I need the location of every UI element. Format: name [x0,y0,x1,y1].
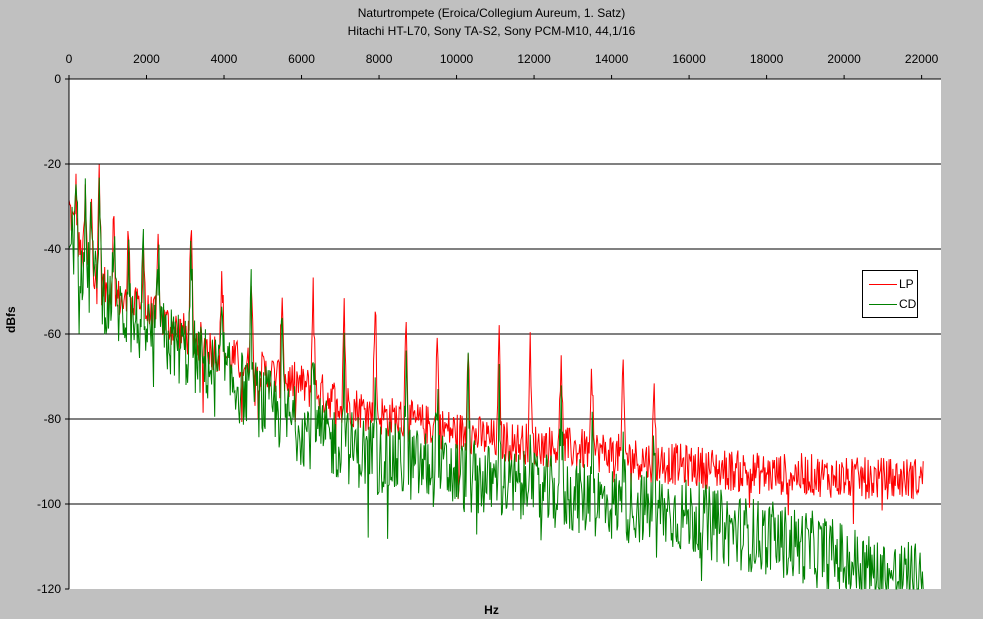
x-tick-label: 6000 [288,52,315,66]
y-tick-label: 0 [54,72,61,86]
legend: LP CD [862,270,918,318]
legend-swatch-lp [869,284,897,285]
y-tick-label: -20 [44,157,62,171]
y-tick-label: -40 [44,242,62,256]
x-tick-label: 4000 [211,52,238,66]
chart-subtitle: Hitachi HT-L70, Sony TA-S2, Sony PCM-M10… [347,24,636,38]
x-tick-label: 22000 [905,52,939,66]
y-tick-label: -80 [44,412,62,426]
x-tick-label: 2000 [133,52,160,66]
legend-swatch-cd [869,304,897,305]
x-tick-label: 20000 [827,52,861,66]
x-tick-label: 10000 [440,52,474,66]
legend-label-lp: LP [899,277,914,291]
legend-label-cd: CD [899,297,917,311]
x-tick-label: 8000 [366,52,393,66]
chart-title: Naturtrompete (Eroica/Collegium Aureum, … [357,6,626,20]
y-tick-label: -100 [37,497,61,511]
x-tick-label: 16000 [672,52,706,66]
series-line-lp [68,164,924,525]
x-axis-label: Hz [484,603,499,617]
x-tick-label: 12000 [517,52,551,66]
y-axis-label: dBfs [4,306,18,333]
x-tick-label: 0 [66,52,73,66]
y-tick-label: -120 [37,582,61,596]
series-line-cd [68,177,924,590]
x-tick-label: 18000 [750,52,784,66]
x-tick-label: 14000 [595,52,629,66]
y-tick-label: -60 [44,327,62,341]
